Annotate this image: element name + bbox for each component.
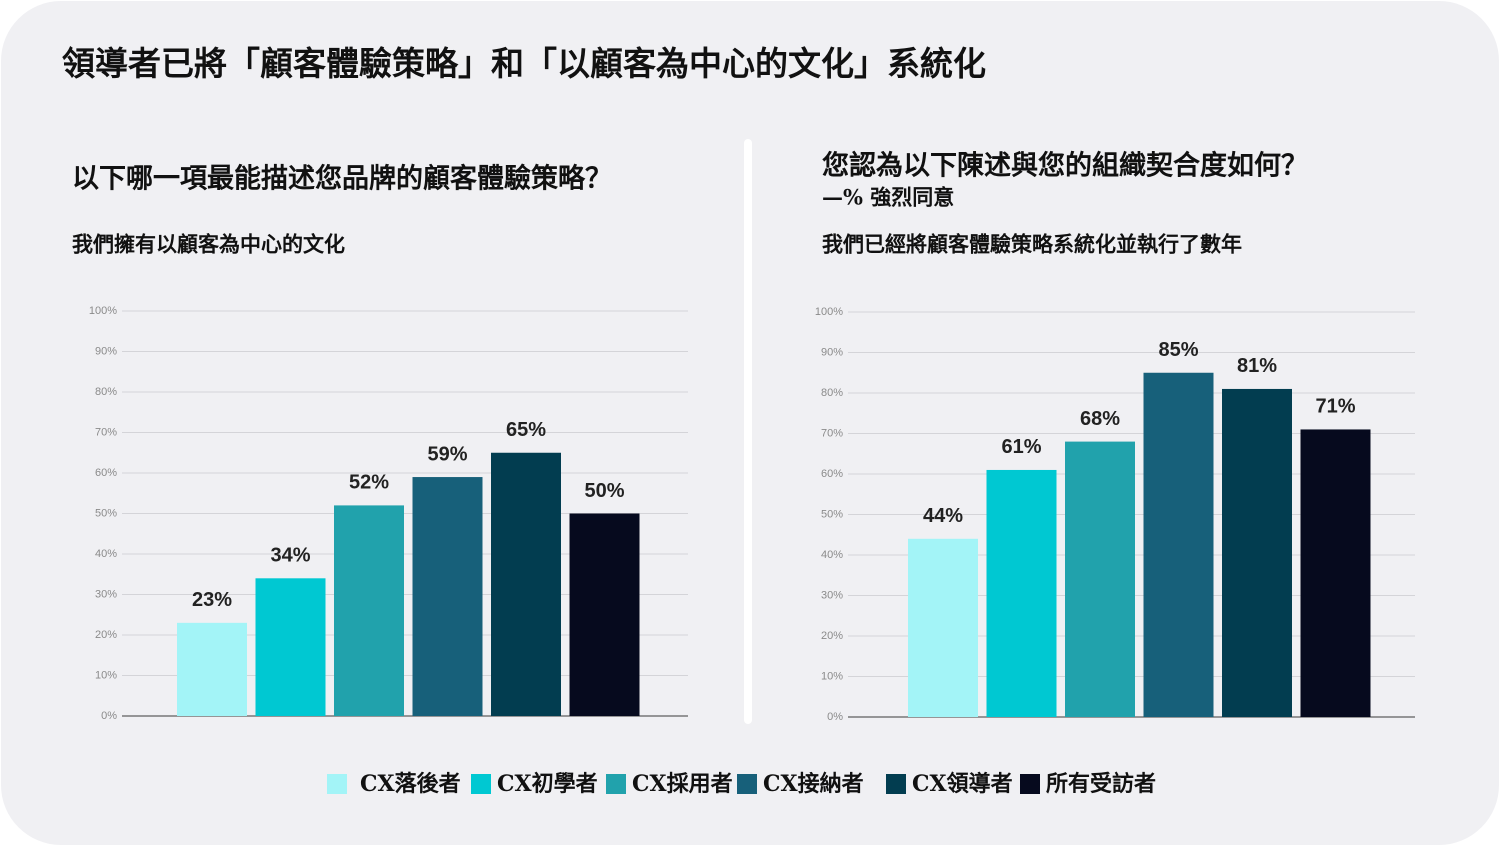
legend-swatch	[1020, 774, 1040, 794]
legend-swatch	[886, 774, 906, 794]
y-tick-label: 30%	[95, 588, 117, 600]
value-label: 52%	[349, 472, 389, 494]
legend-swatch	[606, 774, 626, 794]
chart-caption: 我們擁有以顧客為中心的文化	[72, 232, 345, 257]
value-label: 61%	[1001, 436, 1041, 458]
value-label: 34%	[270, 545, 310, 567]
y-tick-label: 10%	[95, 669, 117, 681]
legend-label: 所有受訪者	[1046, 771, 1156, 797]
y-tick-label: 50%	[95, 507, 117, 519]
y-tick-label: 70%	[95, 426, 117, 438]
bar	[1143, 372, 1214, 717]
legend-label: CX採用者	[632, 771, 733, 797]
y-tick-label: 10%	[821, 670, 843, 682]
y-tick-label: 30%	[821, 589, 843, 601]
y-tick-label: 60%	[95, 467, 117, 479]
bar	[1065, 441, 1135, 717]
y-tick-label: 20%	[95, 629, 117, 641]
y-tick-label: 80%	[821, 387, 843, 399]
y-tick-label: 0%	[827, 711, 843, 723]
bar	[569, 513, 640, 716]
legend-swatch	[471, 774, 491, 794]
chart-subtitle: —% 強烈同意	[822, 185, 954, 210]
bar	[491, 452, 561, 716]
y-tick-label: 70%	[821, 427, 843, 439]
bar	[177, 622, 247, 716]
chart-title: 您認為以下陳述與您的組織契合度如何？	[822, 150, 1308, 182]
value-label: 68%	[1080, 408, 1120, 430]
value-label: 50%	[584, 480, 624, 502]
y-tick-label: 50%	[821, 508, 843, 520]
bar	[255, 578, 326, 716]
legend-label: CX領導者	[912, 771, 1013, 797]
legend-label: CX落後者	[360, 771, 461, 797]
value-label: 59%	[427, 443, 467, 465]
legend-label: CX接納者	[763, 771, 864, 797]
chart-caption: 我們已經將顧客體驗策略系統化並執行了數年	[822, 232, 1242, 257]
page-title: 領導者已將「顧客體驗策略」和「以顧客為中心的文化」系統化	[62, 44, 986, 83]
y-tick-label: 40%	[821, 549, 843, 561]
value-label: 85%	[1158, 339, 1198, 361]
legend-label: CX初學者	[497, 771, 598, 797]
y-tick-label: 40%	[95, 548, 117, 560]
chart-title: 以下哪一項最能描述您品牌的顧客體驗策略？	[72, 163, 612, 195]
value-label: 44%	[923, 505, 963, 527]
y-tick-label: 100%	[89, 305, 117, 317]
y-tick-label: 90%	[95, 345, 117, 357]
y-tick-label: 20%	[821, 630, 843, 642]
bar	[334, 505, 404, 716]
y-tick-label: 100%	[815, 306, 843, 318]
bar	[986, 469, 1057, 717]
legend-swatch	[327, 774, 347, 794]
bar	[1222, 388, 1292, 717]
value-label: 65%	[506, 419, 546, 441]
bar	[412, 477, 483, 716]
y-tick-label: 0%	[101, 710, 117, 722]
bar	[1300, 429, 1371, 717]
y-tick-label: 80%	[95, 386, 117, 398]
value-label: 71%	[1315, 396, 1355, 418]
y-tick-label: 90%	[821, 346, 843, 358]
y-tick-label: 60%	[821, 468, 843, 480]
value-label: 81%	[1237, 355, 1277, 377]
bar	[908, 538, 978, 717]
legend-swatch	[737, 774, 757, 794]
value-label: 23%	[192, 589, 232, 611]
